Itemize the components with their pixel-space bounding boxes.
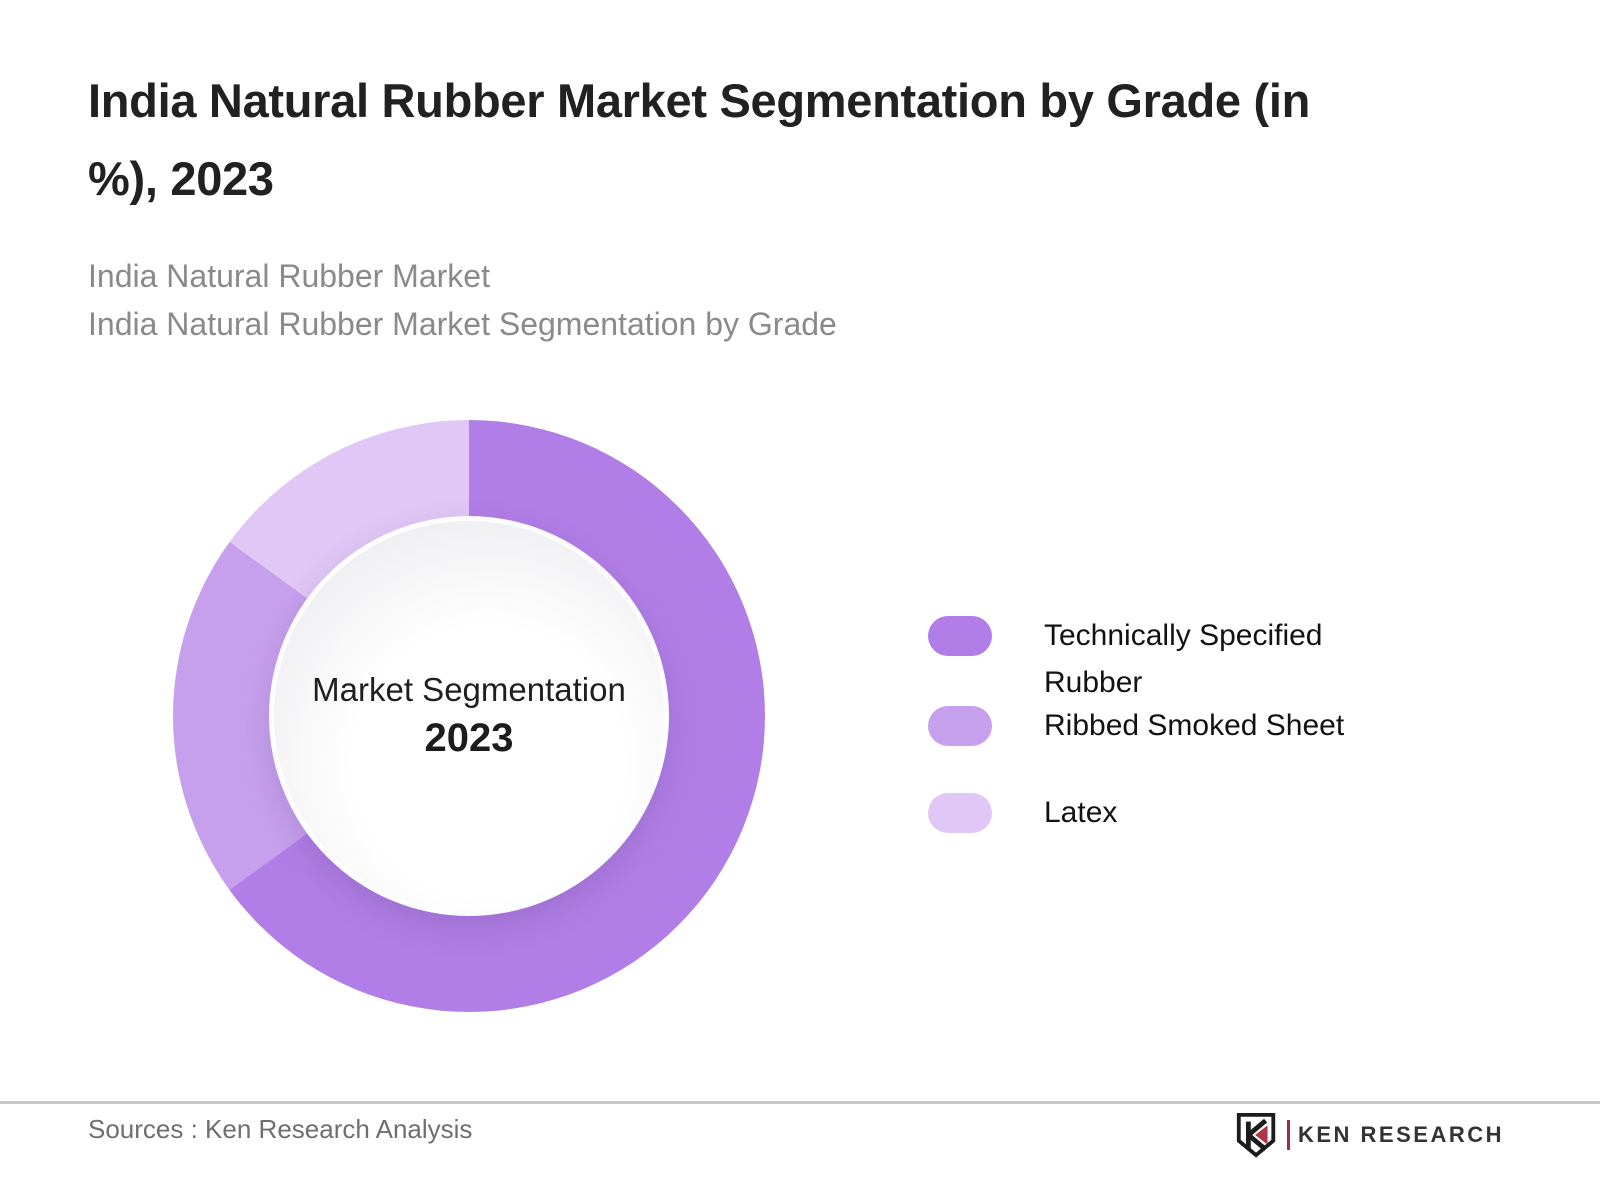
chart-legend: Technically Specified Rubber Ribbed Smok… [928,616,1428,876]
subtitle-line-1: India Natural Rubber Market [88,258,490,294]
legend-swatch [928,793,992,833]
donut-center: Market Segmentation 2023 [269,516,669,916]
ken-research-shield-icon [1236,1112,1276,1158]
ken-research-logo: KEN RESEARCH [1234,1110,1504,1160]
legend-item-latex: Latex [928,793,1374,836]
donut-center-label: Market Segmentation [312,671,626,708]
red-triangle-icon [1255,1125,1268,1145]
legend-item-technically-specified-rubber: Technically Specified Rubber [928,616,1374,706]
page-title-line-1: India Natural Rubber Market Segmentation… [88,74,1310,127]
brand-name: KEN RESEARCH [1297,1122,1504,1147]
legend-label: Technically Specified Rubber [1044,619,1323,699]
legend-item-ribbed-smoked-sheet: Ribbed Smoked Sheet [928,706,1374,749]
legend-label: Latex [1044,796,1118,829]
donut-center-year: 2023 [424,716,514,760]
page-title: India Natural Rubber Market Segmentation… [88,62,1508,218]
source-text: Sources : Ken Research Analysis [88,1114,473,1144]
legend-label: Ribbed Smoked Sheet [1044,709,1345,742]
logo-divider-bar [1286,1120,1290,1150]
footer-divider [0,1101,1600,1104]
legend-swatch [928,706,992,746]
legend-swatch [928,616,992,656]
subtitle-line-2: India Natural Rubber Market Segmentation… [88,306,837,342]
page-title-line-2: %), 2023 [88,152,274,205]
donut-ring: Market Segmentation 2023 [173,420,765,1012]
page-subtitle: India Natural Rubber Market India Natura… [88,252,1288,348]
